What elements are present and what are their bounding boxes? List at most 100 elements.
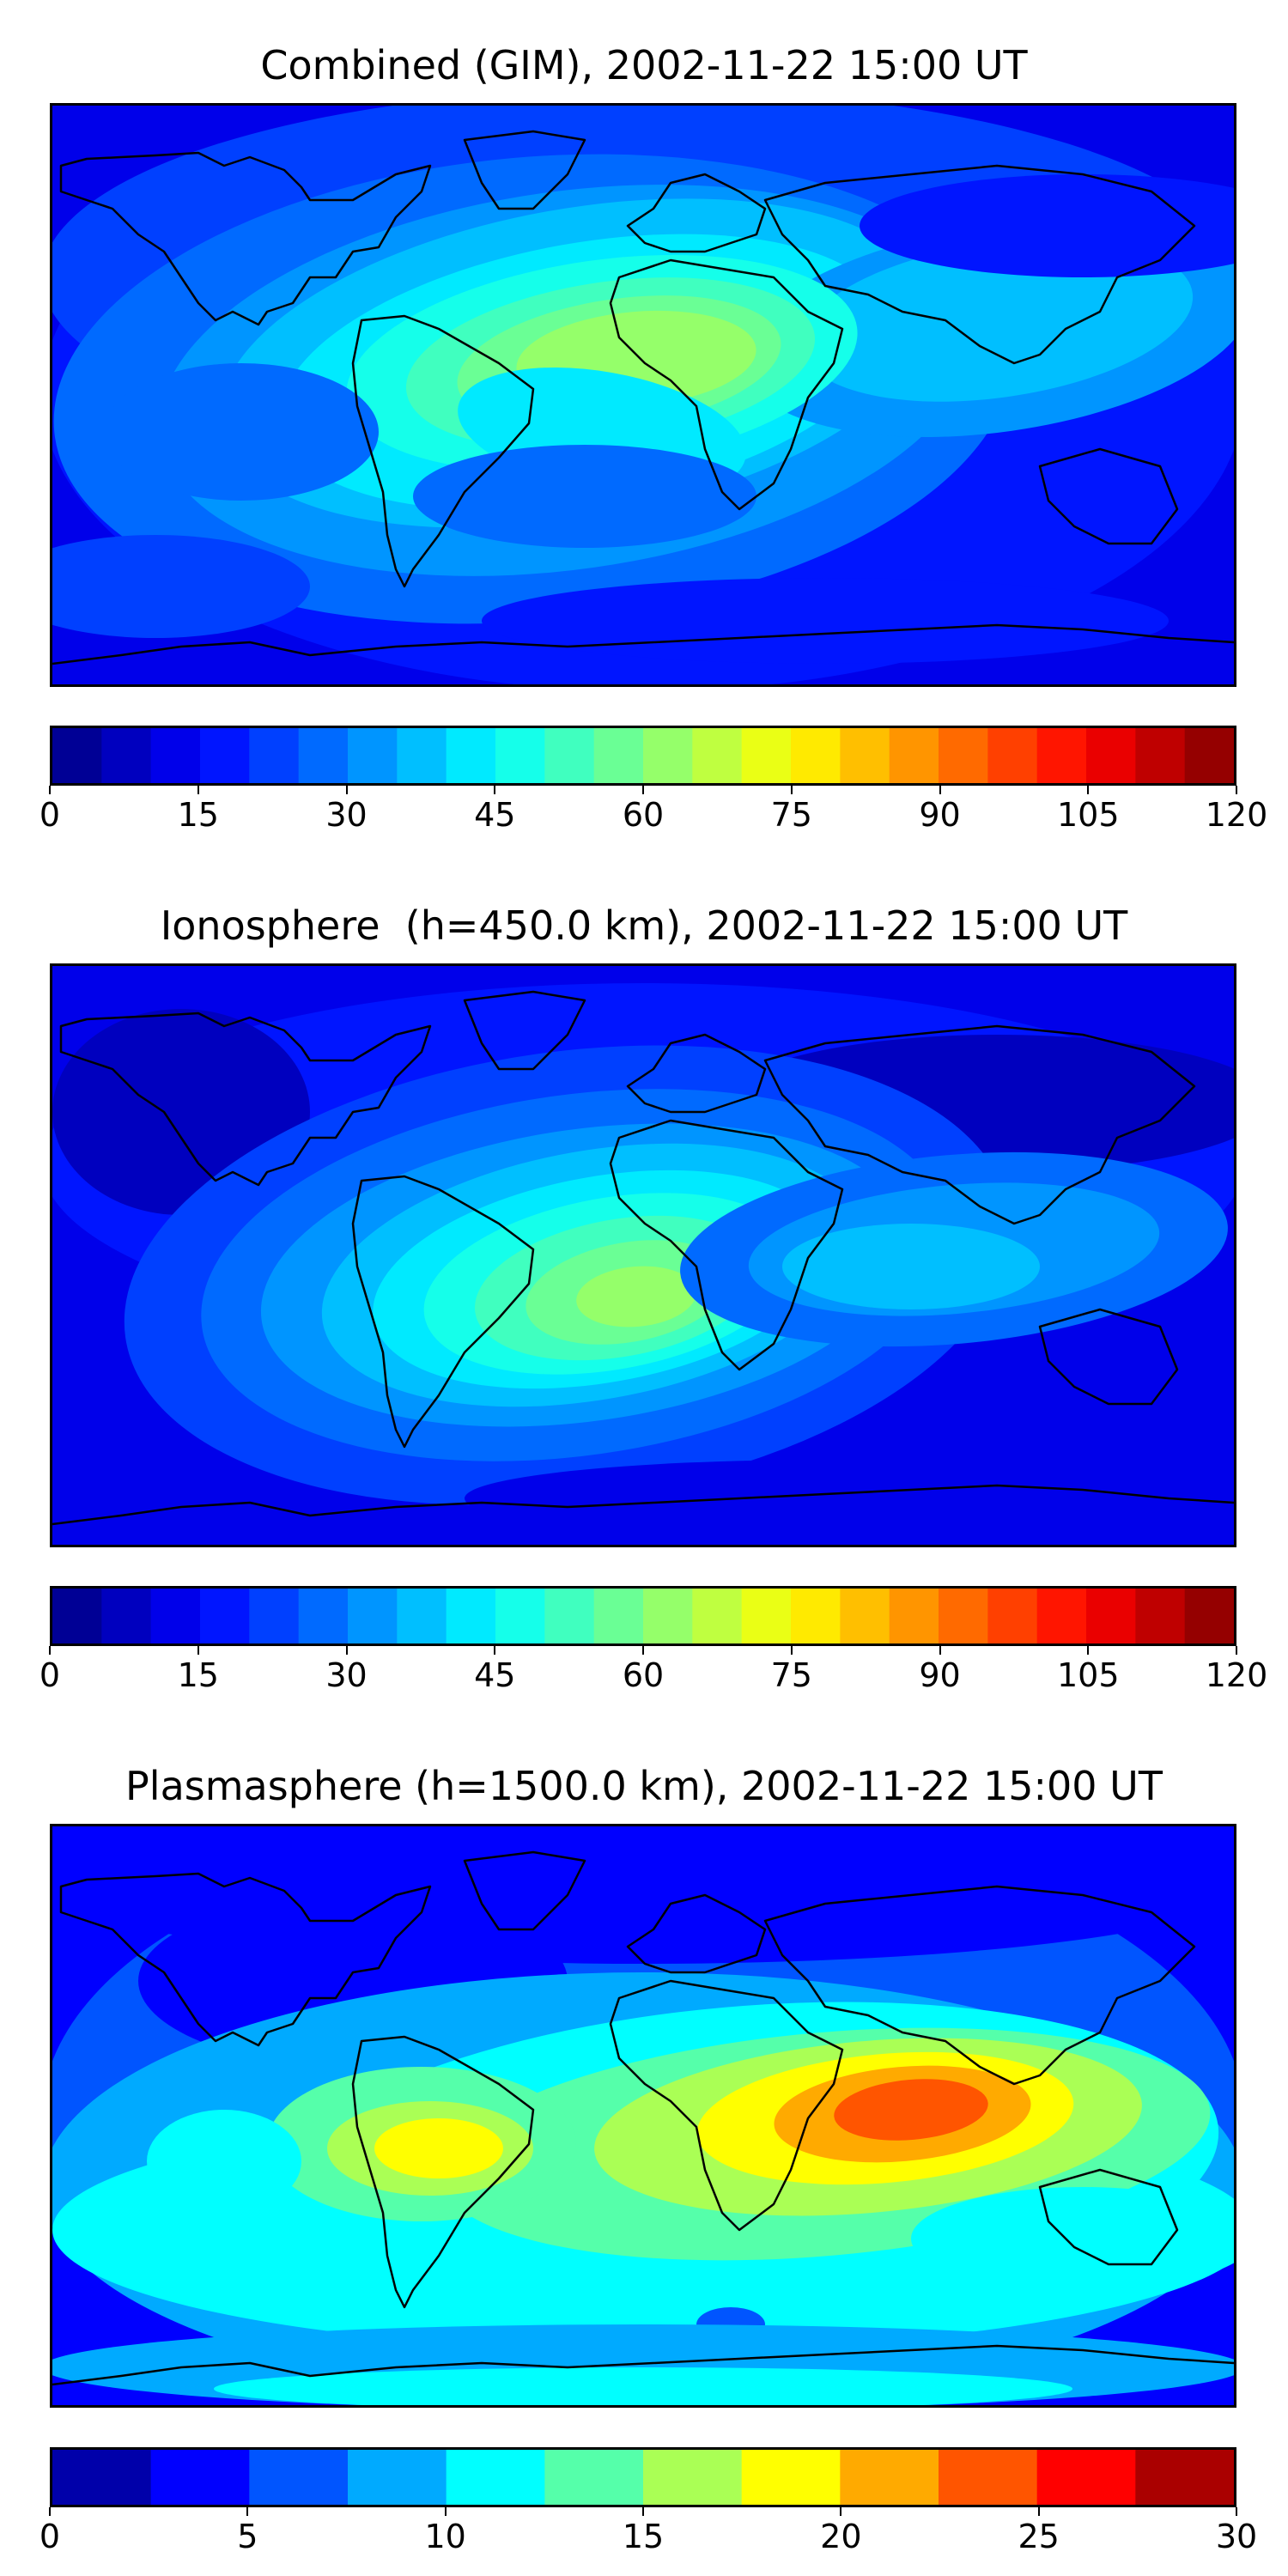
colorbar-level xyxy=(840,728,890,783)
colorbar-level xyxy=(544,2450,644,2505)
contour-region xyxy=(782,1224,1040,1309)
colorbar-tick-label: 0 xyxy=(39,1656,61,1694)
coastline xyxy=(463,130,586,210)
colorbar-level xyxy=(593,728,644,783)
colorbar-level xyxy=(1036,2450,1136,2505)
colorbar-tick-label: 0 xyxy=(39,796,61,834)
colorbar-level xyxy=(1086,1589,1136,1643)
colorbar-level xyxy=(397,728,447,783)
colorbar-level xyxy=(1184,728,1234,783)
panel-1-map-svg xyxy=(52,106,1234,684)
colorbar-tick-mark xyxy=(444,2507,447,2516)
contour-region xyxy=(52,535,310,638)
colorbar-tick-mark xyxy=(246,2507,249,2516)
colorbar-level xyxy=(939,728,988,783)
coastline xyxy=(763,1024,1196,1225)
colorbar-tick-mark xyxy=(1087,786,1090,794)
colorbar-level xyxy=(692,1589,743,1643)
contour-region xyxy=(911,2187,1234,2290)
coastline xyxy=(351,314,535,588)
colorbar-level xyxy=(1135,728,1186,783)
coastline xyxy=(351,2035,535,2309)
coastline xyxy=(763,164,1196,365)
colorbar-level xyxy=(150,1589,201,1643)
colorbar-tick-mark xyxy=(642,2507,644,2516)
coastline xyxy=(626,1033,767,1114)
contour-region xyxy=(800,239,1194,402)
colorbar-tick-label: 20 xyxy=(820,2518,862,2555)
coastline xyxy=(52,623,1234,665)
colorbar-level xyxy=(348,1589,398,1643)
colorbar-level xyxy=(101,1589,152,1643)
colorbar-tick-label: 5 xyxy=(237,2518,258,2555)
colorbar-level xyxy=(840,2450,939,2505)
colorbar-level xyxy=(1036,728,1087,783)
colorbar-tick-mark xyxy=(197,786,199,794)
colorbar-tick-mark xyxy=(197,1646,199,1655)
colorbar-tick-mark xyxy=(790,1646,793,1655)
colorbar-level xyxy=(1086,728,1136,783)
colorbar-tick-label: 15 xyxy=(622,2518,665,2555)
colorbar-level xyxy=(840,1589,890,1643)
panel-1-colorbar-svg xyxy=(52,728,1234,783)
colorbar-tick-label: 120 xyxy=(1205,1656,1268,1694)
colorbar-tick-label: 60 xyxy=(622,1656,665,1694)
coastline xyxy=(1038,447,1179,545)
colorbar-tick-mark xyxy=(1087,1646,1090,1655)
panel-3-colorbar xyxy=(50,2447,1236,2507)
contour-region xyxy=(576,1266,696,1327)
colorbar-tick-label: 105 xyxy=(1056,1656,1120,1694)
colorbar-level xyxy=(544,728,595,783)
coastline xyxy=(463,990,586,1071)
colorbar-tick-label: 30 xyxy=(325,1656,368,1694)
contour-region xyxy=(465,1460,1186,1537)
colorbar-tick-label: 45 xyxy=(474,796,516,834)
colorbar-level xyxy=(495,1589,545,1643)
colorbar-tick-mark xyxy=(345,786,348,794)
panel-2-map xyxy=(50,963,1236,1547)
colorbar-level xyxy=(200,728,250,783)
colorbar-tick-mark xyxy=(49,786,51,794)
colorbar-tick-label: 30 xyxy=(1215,2518,1258,2555)
colorbar-tick-label: 45 xyxy=(474,1656,516,1694)
coastline xyxy=(609,258,844,511)
colorbar-level xyxy=(200,1589,250,1643)
colorbar-level xyxy=(987,728,1038,783)
colorbar-level xyxy=(348,2450,447,2505)
coastline xyxy=(609,1119,844,1371)
panel-3-map xyxy=(50,1824,1236,2408)
colorbar-tick-mark xyxy=(1236,1646,1237,1655)
colorbar-level xyxy=(544,1589,595,1643)
contour-region xyxy=(214,2367,1072,2405)
colorbar-level xyxy=(643,1589,693,1643)
colorbar-level xyxy=(741,728,792,783)
contour-region xyxy=(104,363,379,501)
colorbar-level xyxy=(1135,2450,1234,2505)
contour-region xyxy=(147,2110,301,2213)
contour-region xyxy=(482,578,1169,664)
colorbar-level xyxy=(791,728,841,783)
colorbar-level xyxy=(150,728,201,783)
colorbar-level xyxy=(249,2450,349,2505)
colorbar-level xyxy=(101,728,152,783)
panel-3-title: Plasmasphere (h=1500.0 km), 2002-11-22 1… xyxy=(125,1763,1163,1809)
contour-region xyxy=(413,445,756,548)
coastline xyxy=(59,1872,432,2047)
coastline xyxy=(1038,2168,1179,2266)
colorbar-level xyxy=(446,2450,545,2505)
colorbar-level xyxy=(791,1589,841,1643)
coastline xyxy=(626,1893,767,1974)
colorbar-level xyxy=(446,728,496,783)
colorbar-level xyxy=(741,2450,841,2505)
panel-1-title: Combined (GIM), 2002-11-22 15:00 UT xyxy=(260,42,1028,88)
panel-2-colorbar-svg xyxy=(52,1589,1234,1643)
colorbar-tick-label: 75 xyxy=(770,796,812,834)
panel-2-colorbar xyxy=(50,1586,1236,1646)
colorbar-tick-label: 90 xyxy=(919,796,961,834)
coastline xyxy=(351,1175,535,1449)
colorbar-level xyxy=(298,728,349,783)
colorbar-level xyxy=(150,2450,250,2505)
colorbar-tick-mark xyxy=(49,2507,51,2516)
coastline xyxy=(59,151,432,326)
colorbar-level xyxy=(1184,1589,1234,1643)
